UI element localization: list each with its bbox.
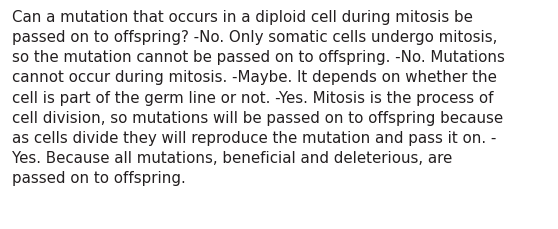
Text: Can a mutation that occurs in a diploid cell during mitosis be
passed on to offs: Can a mutation that occurs in a diploid … xyxy=(12,10,505,185)
